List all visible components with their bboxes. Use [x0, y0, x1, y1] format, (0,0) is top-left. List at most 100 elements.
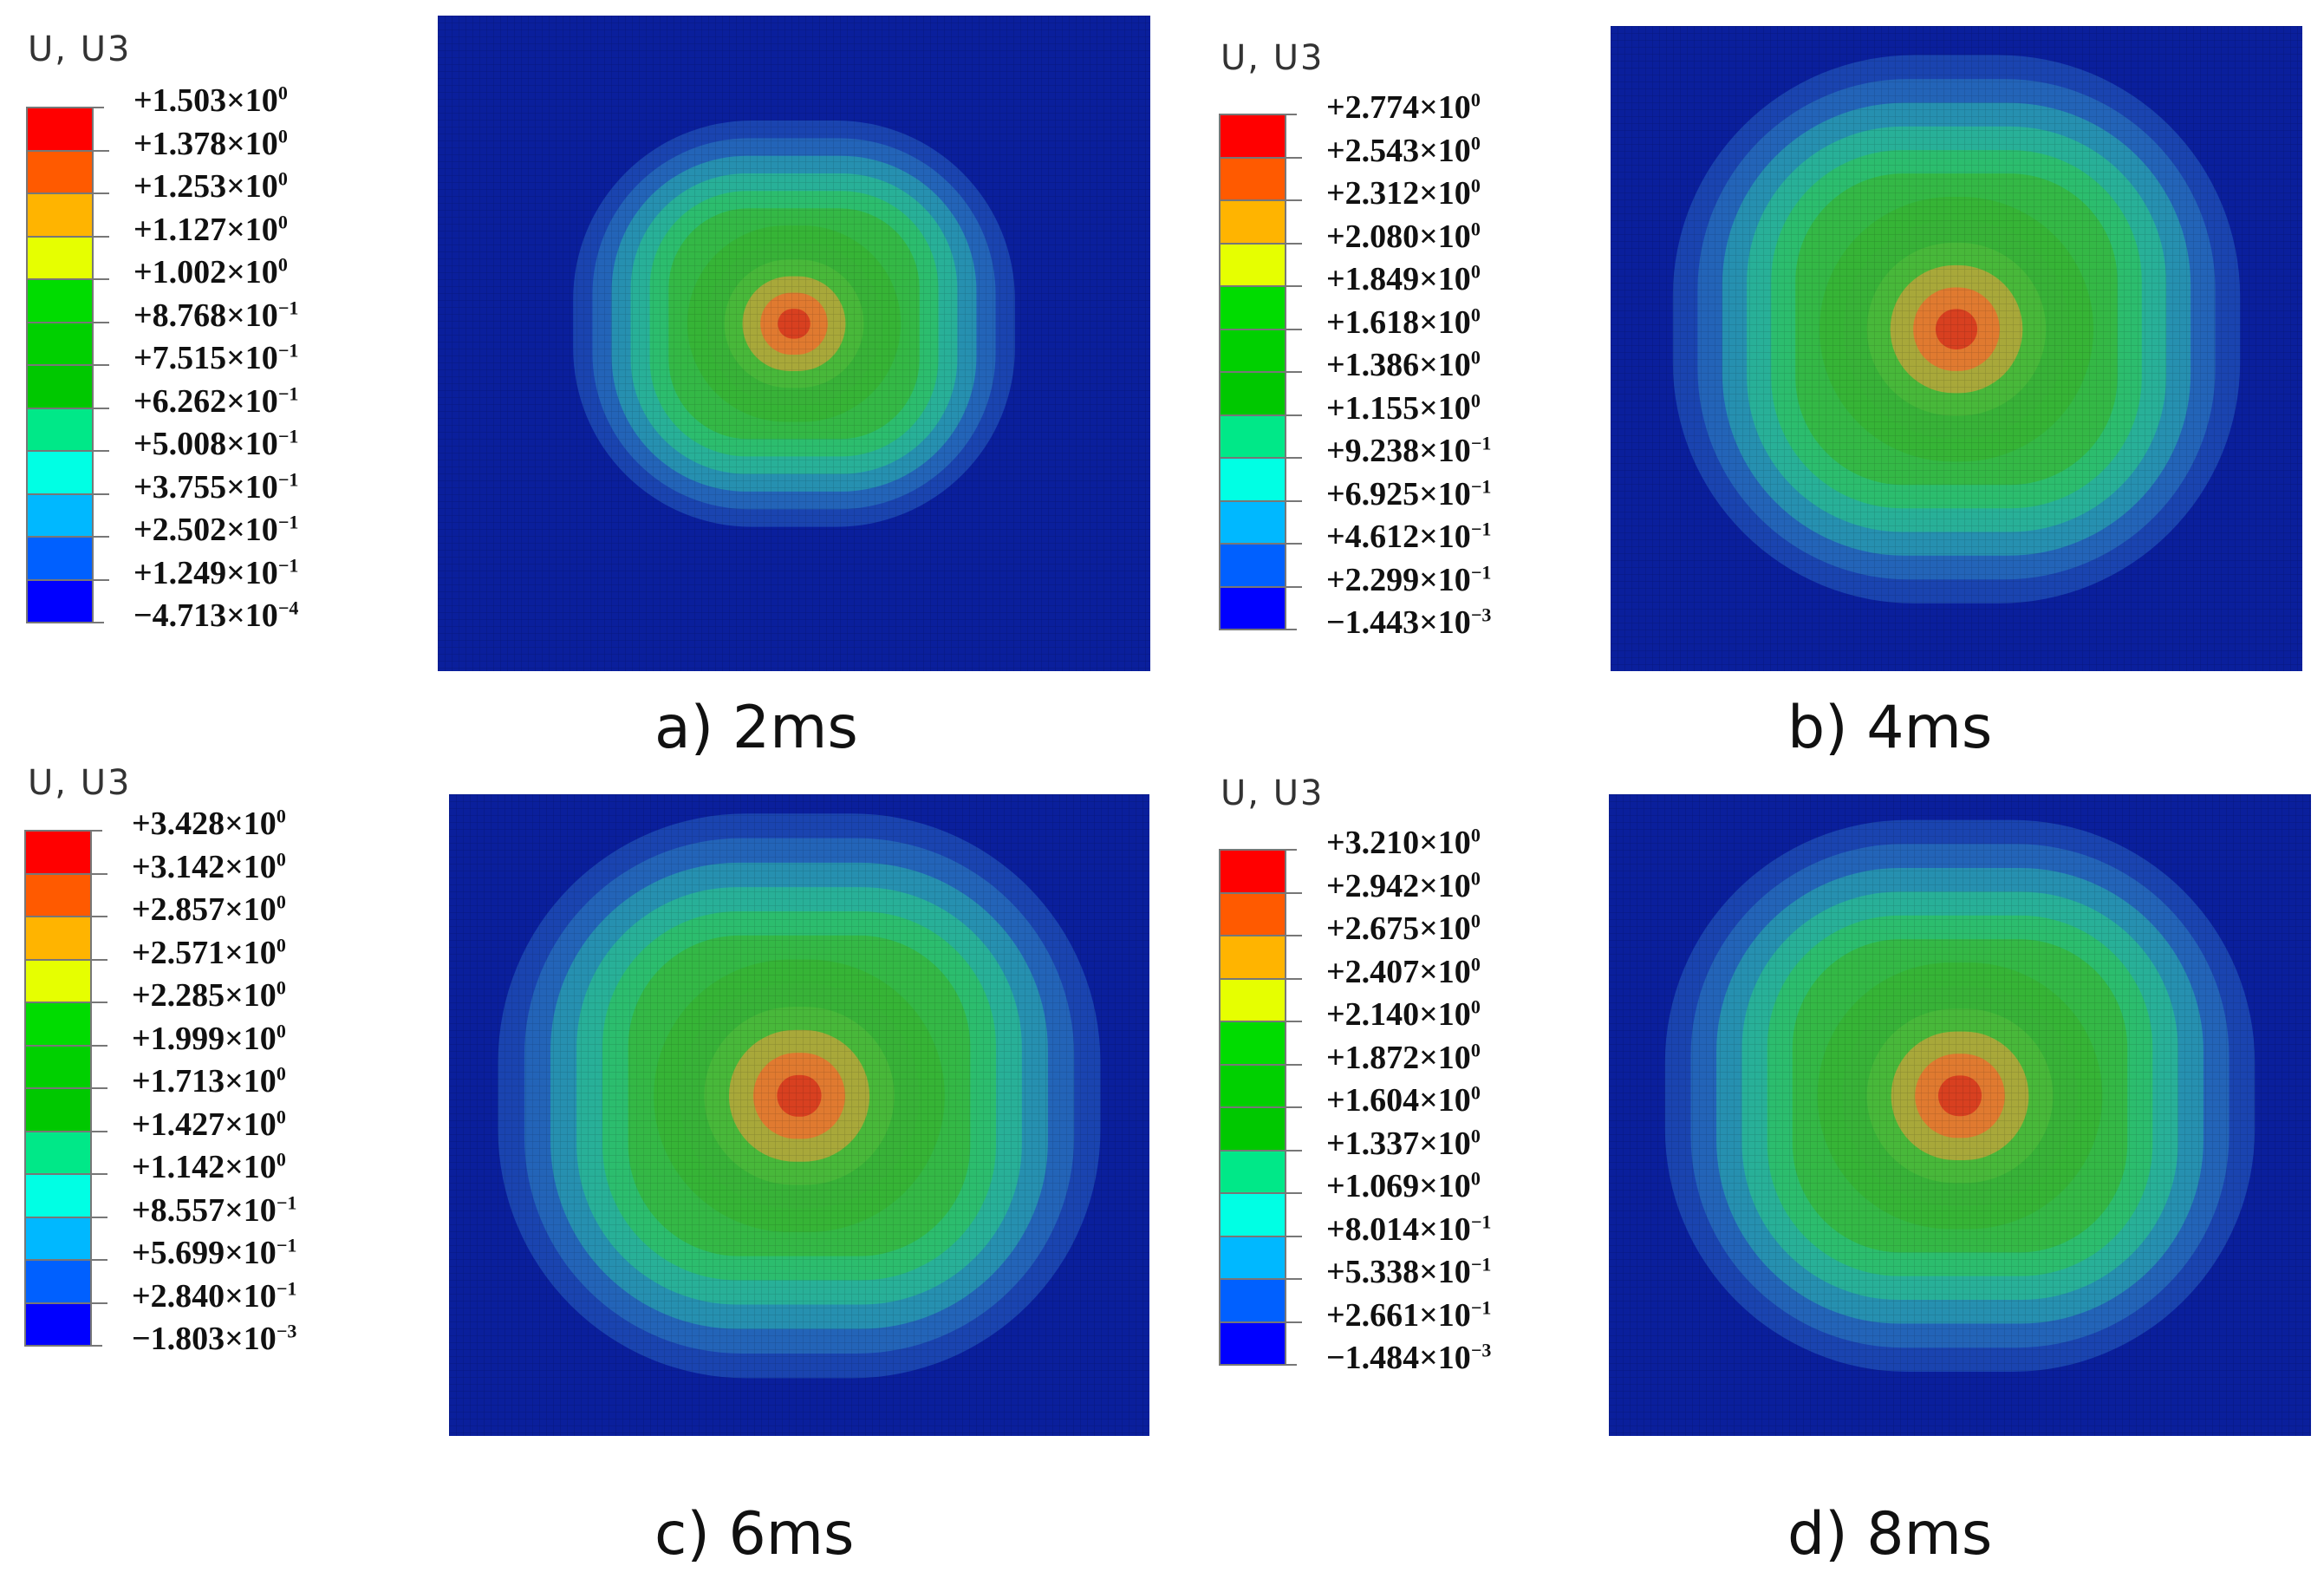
legend-value-label: +4.612×10−1 — [1326, 518, 1492, 555]
legend-swatch — [24, 1217, 92, 1261]
panel-caption: c) 6ms — [654, 1500, 855, 1569]
panel-6ms: U, U3 +3.428×100 +3.142×100 +2.857×100 +2.5… — [0, 763, 1162, 1592]
legend-value-label: −1.484×10−3 — [1326, 1339, 1492, 1376]
legend-tick — [1219, 585, 1302, 588]
legend-swatch — [26, 108, 94, 152]
legend-value-label: +8.557×10−1 — [132, 1191, 297, 1229]
legend-swatch — [1219, 286, 1286, 330]
legend-tick — [1219, 371, 1302, 373]
legend-swatch — [24, 831, 92, 875]
legend-tick — [26, 493, 109, 495]
legend-tick — [24, 1130, 107, 1132]
legend-value-label: +8.768×10−1 — [133, 296, 299, 334]
color-legend: +3.210×100 +2.942×100 +2.675×100 +2.407×100… — [1219, 824, 1583, 1376]
legend-swatch — [24, 873, 92, 917]
legend-swatch — [26, 193, 94, 238]
legend-tick — [24, 958, 107, 961]
legend-tick — [26, 407, 109, 409]
legend-value-label: +8.014×10−1 — [1326, 1210, 1492, 1248]
legend-swatch — [26, 408, 94, 452]
legend-swatch — [1219, 1236, 1286, 1280]
legend-value-label: +9.238×10−1 — [1326, 432, 1492, 469]
legend-swatch — [1219, 200, 1286, 245]
legend-swatch — [26, 365, 94, 409]
legend-value-label: +2.502×10−1 — [133, 511, 299, 548]
legend-tick — [24, 1345, 102, 1347]
legend-swatch — [1219, 978, 1286, 1022]
legend-swatch — [1219, 114, 1286, 159]
legend-tick — [1219, 199, 1302, 201]
legend-swatch — [24, 917, 92, 961]
legend-tick — [26, 278, 109, 280]
color-legend: +1.503×100 +1.378×100 +1.253×100 +1.127×100… — [26, 82, 390, 634]
legend-tick — [1219, 1149, 1302, 1152]
legend-value-label: +6.925×10−1 — [1326, 474, 1492, 512]
legend-value-label: +6.262×10−1 — [133, 382, 299, 420]
contour-plot — [449, 794, 1149, 1436]
legend-value-label: +1.849×100 — [1326, 260, 1481, 297]
legend-swatch — [1219, 243, 1286, 287]
legend-tick — [26, 107, 104, 108]
legend-tick — [1219, 457, 1302, 459]
legend-value-label: +2.774×100 — [1326, 88, 1481, 126]
legend-tick — [26, 578, 109, 581]
legend-swatch — [26, 150, 94, 194]
legend-value-label: +3.755×10−1 — [133, 467, 299, 506]
legend-value-label: +1.604×100 — [1326, 1081, 1481, 1119]
legend-tick — [1219, 499, 1302, 502]
legend-tick — [24, 916, 107, 917]
legend-tick — [1219, 1063, 1302, 1066]
legend-value-label: +1.155×100 — [1326, 388, 1481, 427]
legend-title: U, U3 — [1221, 773, 1325, 813]
legend-swatch — [1219, 329, 1286, 373]
legend-tick — [26, 450, 109, 452]
legend-tick — [1219, 328, 1302, 330]
legend-swatch — [26, 537, 94, 581]
legend-swatch — [26, 279, 94, 323]
legend-value-label: +1.253×100 — [133, 167, 288, 205]
legend-value-label: +1.427×100 — [132, 1105, 286, 1143]
legend-swatch — [1219, 1150, 1286, 1194]
legend-swatch — [1219, 1193, 1286, 1237]
legend-swatch — [1219, 1321, 1286, 1366]
legend-tick — [1219, 1321, 1302, 1323]
panel-4ms: U, U3 +2.774×100 +2.543×100 +2.312×100 +2.0… — [1188, 0, 2324, 780]
legend-tick — [1219, 1106, 1302, 1108]
legend-value-label: +1.618×100 — [1326, 303, 1481, 341]
legend-tick — [1219, 285, 1302, 287]
legend-tick — [1219, 1021, 1302, 1022]
legend-swatch — [24, 1131, 92, 1175]
contour-plot — [1609, 794, 2311, 1436]
panel-caption: b) 4ms — [1787, 694, 1993, 762]
legend-swatch — [24, 959, 92, 1003]
legend-value-label: −1.443×10−3 — [1326, 604, 1492, 641]
legend-value-label: +2.285×100 — [132, 976, 286, 1014]
legend-value-label: +5.008×10−1 — [133, 425, 299, 462]
legend-tick — [1219, 1364, 1297, 1366]
legend-value-label: +7.515×10−1 — [133, 339, 299, 376]
legend-value-label: +2.407×100 — [1326, 952, 1481, 990]
legend-tick — [1219, 1192, 1302, 1194]
legend-value-label: +2.299×10−1 — [1326, 560, 1492, 598]
legend-value-label: +2.840×10−1 — [132, 1276, 297, 1315]
contour-plot — [1611, 26, 2302, 671]
legend-value-label: +2.312×100 — [1326, 174, 1481, 212]
legend-value-label: +3.428×100 — [132, 805, 286, 842]
contour-plot — [438, 16, 1150, 671]
mesh-grid — [1611, 26, 2302, 671]
legend-tick — [24, 1259, 107, 1261]
legend-swatch — [1219, 1021, 1286, 1066]
legend-swatch — [26, 322, 94, 366]
legend-value-label: +2.543×100 — [1326, 131, 1481, 169]
legend-value-label: +1.872×100 — [1326, 1038, 1481, 1076]
panel-2ms: U, U3 +1.503×100 +1.378×100 +1.253×100 +1.1… — [0, 0, 1162, 780]
legend-swatch — [26, 579, 94, 623]
legend-value-label: +2.675×100 — [1326, 910, 1481, 947]
legend-tick — [1219, 977, 1302, 980]
legend-value-label: +5.338×10−1 — [1326, 1253, 1492, 1290]
legend-tick — [1219, 629, 1297, 630]
mesh-grid — [438, 16, 1150, 671]
legend-tick — [26, 364, 109, 366]
legend-value-label: +1.249×10−1 — [133, 553, 299, 591]
legend-value-label: +1.142×100 — [132, 1148, 286, 1185]
